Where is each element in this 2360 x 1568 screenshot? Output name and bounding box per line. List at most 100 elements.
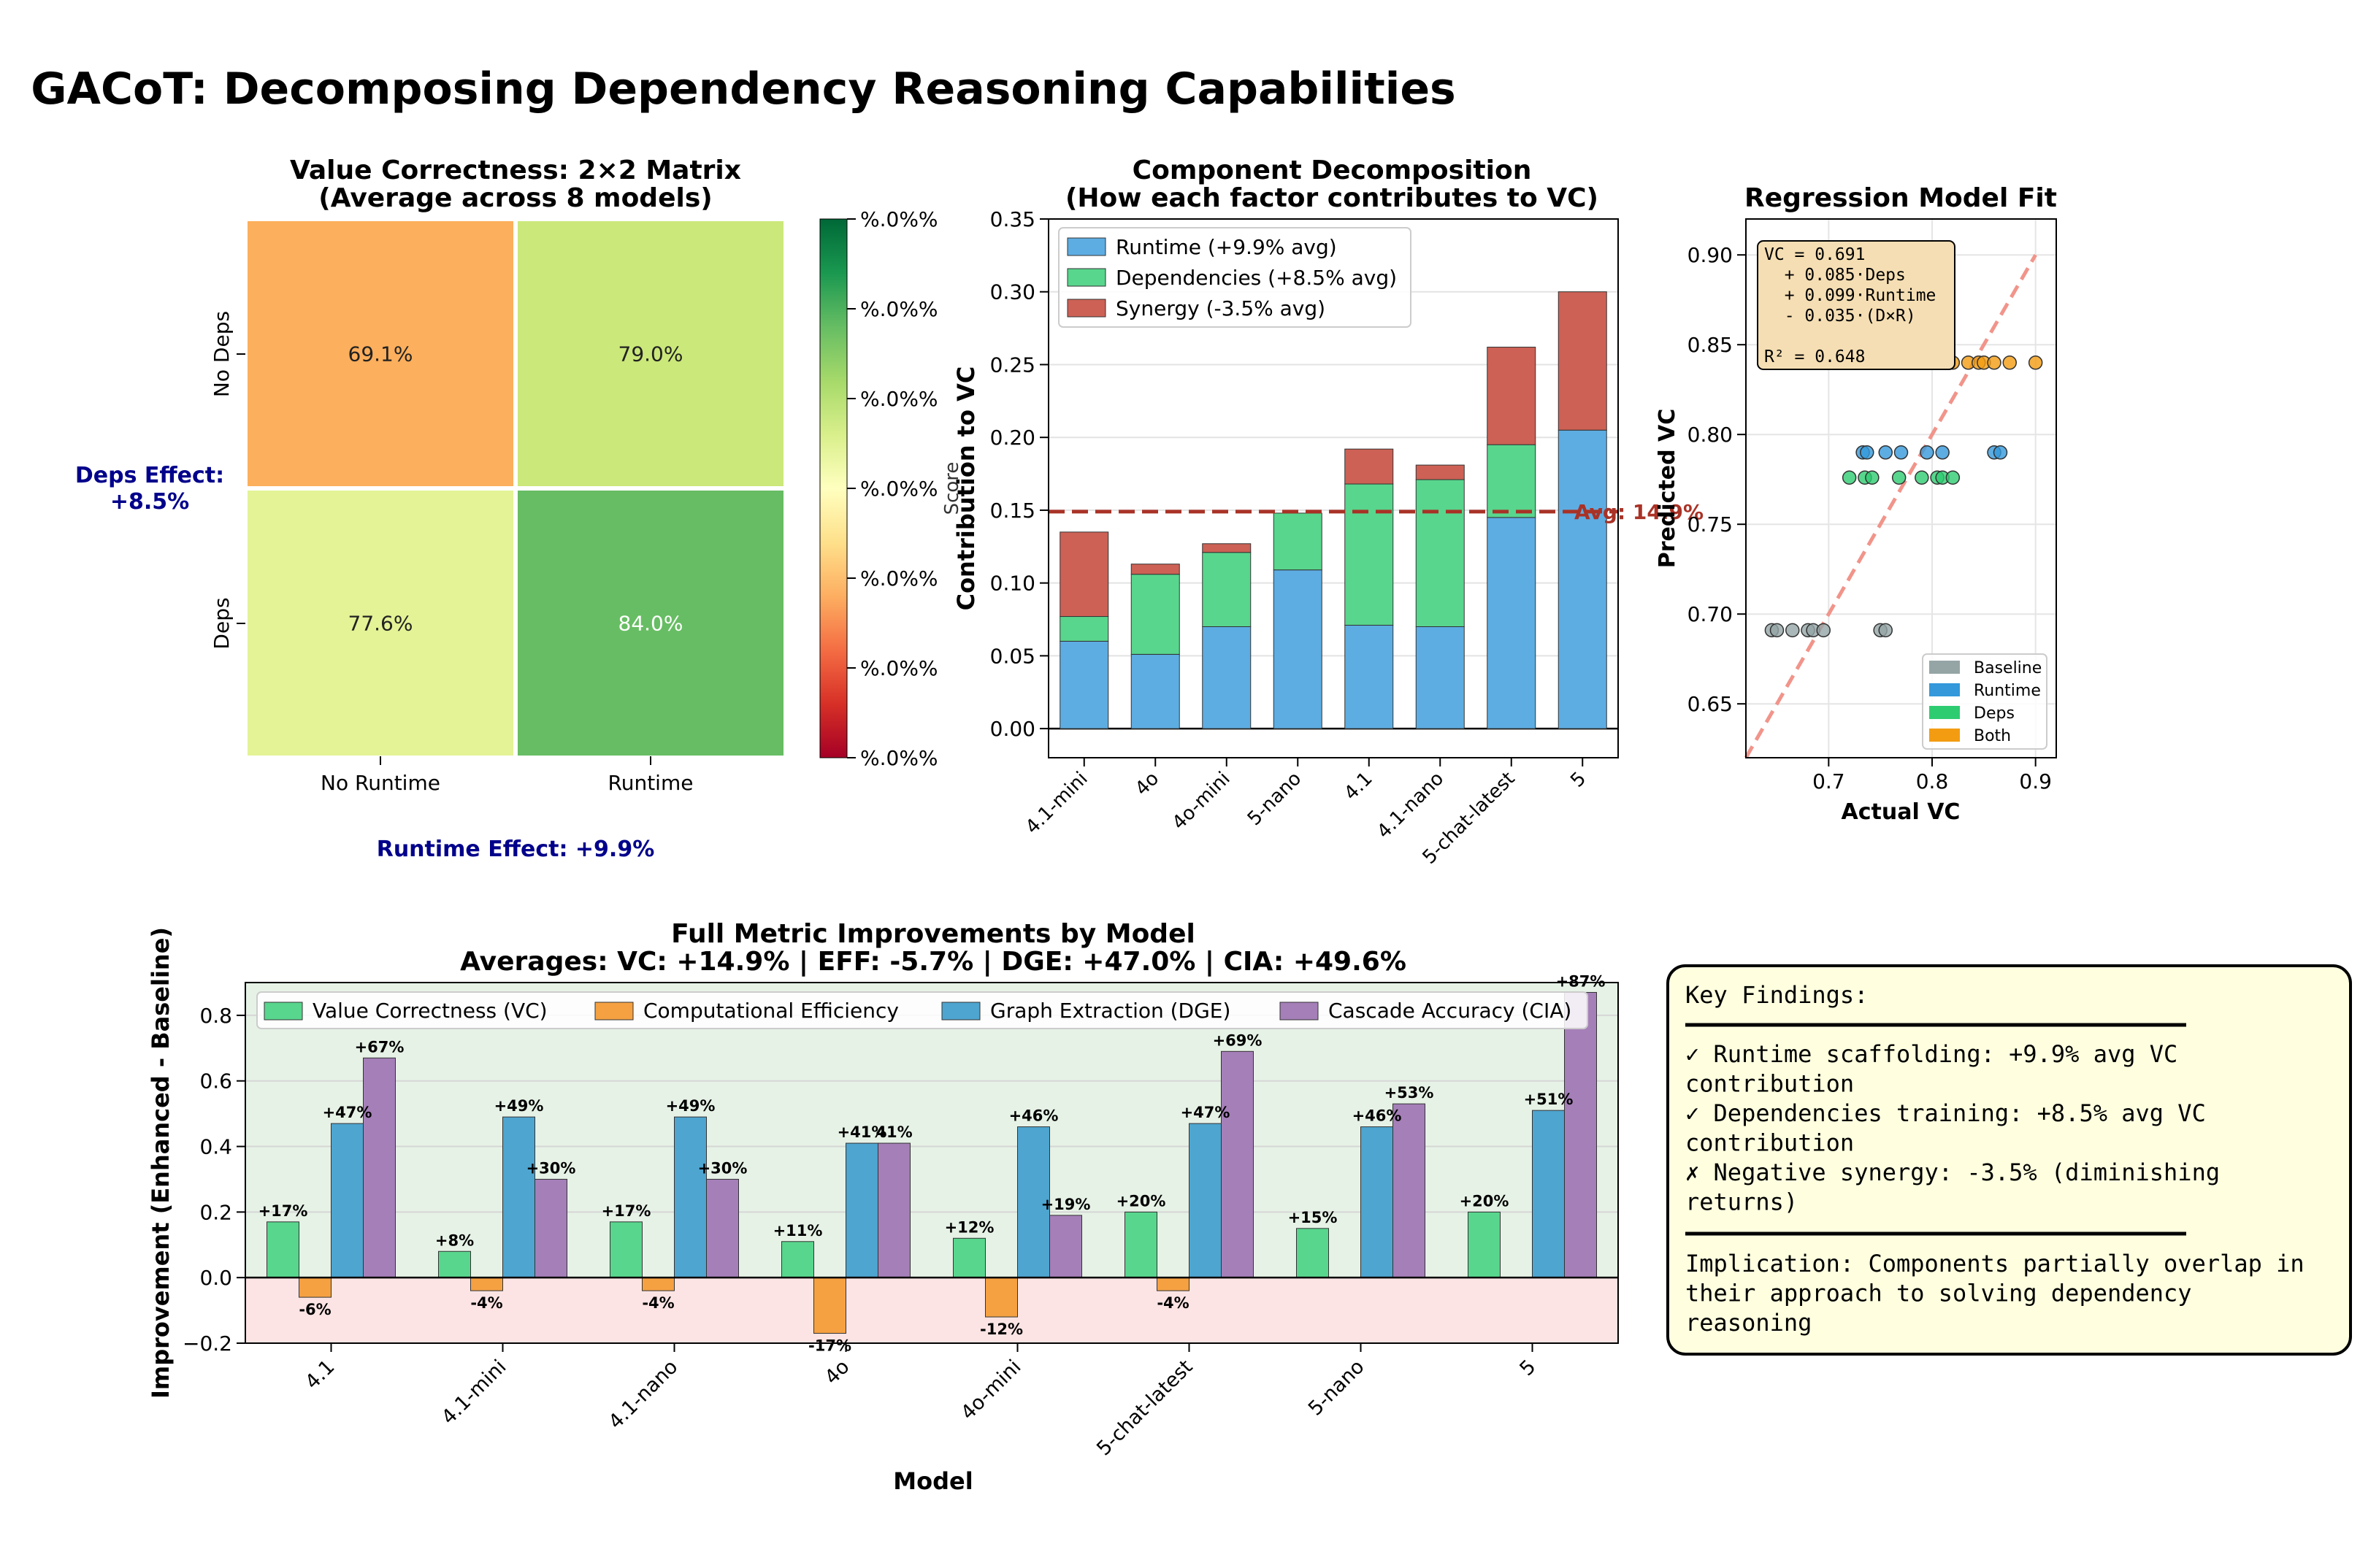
- key-findings-line: ✗ Negative synergy: -3.5% (diminishing: [1685, 1158, 2220, 1186]
- improvements-bar-label: -12%: [980, 1321, 1023, 1338]
- improvements-bar-label: +51%: [1524, 1091, 1574, 1108]
- average-line-label: Avg: 14.9%: [1574, 500, 1704, 524]
- key-findings-line: returns): [1685, 1188, 1798, 1216]
- improvements-bar-label: +49%: [494, 1097, 544, 1115]
- regression-legend-frame: [1922, 653, 2047, 750]
- improvements-bar-label: +53%: [1384, 1084, 1434, 1102]
- key-findings-box: Key Findings: ✓ Runtime scaffolding: +9.…: [1666, 964, 2352, 1356]
- decomposition-legend-swatch: [1067, 299, 1106, 318]
- figure-title: GACoT: Decomposing Dependency Reasoning …: [31, 64, 1455, 115]
- decomposition-yticks: 0.00 0.05 0.10 0.15 0.20 0.25 0.30 0.35: [990, 207, 1049, 741]
- regression-frame: [1745, 218, 2057, 758]
- decomposition-xtick-label: 4o: [1131, 768, 1163, 800]
- decomposition-bar-segment: [1273, 512, 1322, 571]
- regression-ytick-label: 0.75: [1687, 512, 1733, 537]
- decomposition-ytick-label: 0.35: [990, 207, 1035, 231]
- key-findings-line: contribution: [1685, 1070, 1854, 1098]
- improvements-frame: [245, 982, 1619, 1344]
- decomposition-ytick-label: 0.00: [990, 717, 1035, 741]
- improvements-yticks: −0.2 0.0 0.2 0.4 0.6 0.8: [183, 1004, 245, 1356]
- regression-xtick-label: 0.9: [2019, 769, 2052, 793]
- improvements-bar-label: -4%: [1157, 1294, 1189, 1312]
- regression-point: [1860, 445, 1874, 460]
- regression-equation-line: + 0.085·Deps: [1764, 266, 1906, 285]
- regression-panel: Regression Model Fit 0.7 0.8 0.90.650.700.…: [1655, 183, 2057, 825]
- colorbar-tick-label: %.0%%: [860, 297, 938, 321]
- decomposition-bar-segment: [1415, 464, 1465, 480]
- decomposition-legend: Runtime (+9.9% avg) Dependencies (+8.5% a…: [1058, 227, 1411, 328]
- improvements-bar: [1360, 1126, 1393, 1278]
- improvements-bar: [299, 1277, 332, 1298]
- decomposition-ytick-label: 0.05: [990, 644, 1035, 668]
- key-findings-line: ✓ Dependencies training: +8.5% avg VC: [1685, 1099, 2206, 1127]
- decomposition-xtick-label: 4.1: [1340, 768, 1376, 804]
- improvements-bar: [953, 1237, 986, 1278]
- colorbar-tick-label: %.0%%: [860, 746, 938, 770]
- improvements-legend-label: Graph Extraction (DGE): [990, 999, 1230, 1023]
- colorbar-ticks: %.0%% %.0%% %.0%% %.0%% %.0%% %.0%% %.0%%: [847, 207, 938, 770]
- regression-equation-box: VC = 0.691 + 0.085·Deps + 0.099·Runtime …: [1757, 240, 1955, 370]
- improvements-xtick-label: 5: [1515, 1356, 1540, 1380]
- heatmap-cell: [243, 486, 518, 760]
- regression-ylabel: Predicted VC: [1655, 409, 1680, 569]
- decomposition-legend-label: Dependencies (+8.5% avg): [1116, 266, 1397, 290]
- heatmap-cell: [513, 217, 788, 491]
- improvements-bar: [363, 1057, 396, 1278]
- key-findings-implication-line: Implication: Components partially overla…: [1685, 1250, 2305, 1277]
- regression-legend-label: Both: [1974, 727, 2011, 745]
- regression-point: [1842, 470, 1857, 485]
- key-findings-implication-line: their approach to solving dependency: [1685, 1280, 2192, 1307]
- regression-ytick-label: 0.85: [1687, 333, 1733, 357]
- regression-point: [1891, 470, 1907, 485]
- improvements-bar: [878, 1142, 911, 1278]
- regression-point: [1893, 445, 1909, 460]
- improvements-bar: [1532, 1110, 1565, 1278]
- heatmap-cell: [243, 217, 518, 491]
- identity-line: [1744, 253, 2037, 759]
- improvements-bar: [610, 1221, 643, 1278]
- heatmap-panel: Value Correctness: 2×2 Matrix (Average a…: [75, 155, 938, 862]
- improvements-legend: Value Correctness (VC) Computational Effi…: [256, 991, 1588, 1029]
- regression-xtick-label: 0.7: [1812, 769, 1845, 793]
- decomposition-bar-segment: [1558, 429, 1607, 729]
- decomposition-bar-segment: [1344, 448, 1394, 485]
- improvements-bar-label: +46%: [1009, 1107, 1059, 1125]
- improvements-bar: [674, 1116, 707, 1278]
- runtime-effect-label: Runtime Effect: +9.9%: [377, 837, 655, 862]
- improvements-bar: [1296, 1228, 1329, 1278]
- improvements-bar-label: +49%: [666, 1097, 716, 1115]
- regression-point: [1993, 445, 2008, 460]
- improvements-xtick-label: 5-nano: [1304, 1356, 1369, 1421]
- heatmap-colorbar: [819, 218, 848, 758]
- heatmap-subtitle: (Average across 8 models): [318, 183, 712, 213]
- deps-effect-label: Deps Effect:: [75, 463, 224, 488]
- regression-ytick-label: 0.90: [1687, 243, 1733, 267]
- regression-equation-line: + 0.099·Runtime: [1764, 286, 1936, 305]
- regression-point: [1865, 470, 1880, 485]
- improvements-bar-label: -6%: [299, 1301, 331, 1318]
- decomposition-bar-segment: [1558, 291, 1607, 431]
- decomposition-xtick-label: 4.1-mini: [1022, 768, 1092, 839]
- decomposition-bar-segment: [1202, 552, 1252, 627]
- regression-legend-swatch: [1929, 661, 1960, 674]
- improvements-bar: [502, 1116, 535, 1278]
- improvements-bar: [535, 1178, 567, 1278]
- improvements-xticks: 4.1 4.1-mini 4.1-nano 4o 4o-mini 5-chat-lates…: [301, 1343, 1540, 1460]
- improvements-legend-swatch: [594, 1002, 634, 1021]
- improvements-bar: [1049, 1215, 1082, 1278]
- decomposition-ylabel: Contribution to VC: [952, 366, 980, 611]
- decomposition-bar-segment: [1060, 640, 1109, 729]
- decomposition-frame: [1048, 218, 1619, 758]
- regression-xtick-label: 0.8: [1916, 769, 1949, 793]
- colorbar-tick-label: %.0%%: [860, 656, 938, 680]
- decomposition-bar-segment: [1130, 574, 1180, 655]
- improvements-legend-label: Value Correctness (VC): [313, 999, 548, 1023]
- improvements-ytick-label: 0.0: [199, 1266, 232, 1290]
- decomposition-bar-segment: [1487, 517, 1536, 729]
- improvements-bar: [1221, 1050, 1254, 1278]
- improvements-xlabel: Model: [893, 1467, 973, 1495]
- decomposition-bar-segment: [1415, 479, 1465, 627]
- key-findings-title: Key Findings:: [1685, 981, 1868, 1009]
- improvements-bar: [706, 1178, 739, 1278]
- improvements-xtick-label: 4.1-mini: [437, 1356, 510, 1429]
